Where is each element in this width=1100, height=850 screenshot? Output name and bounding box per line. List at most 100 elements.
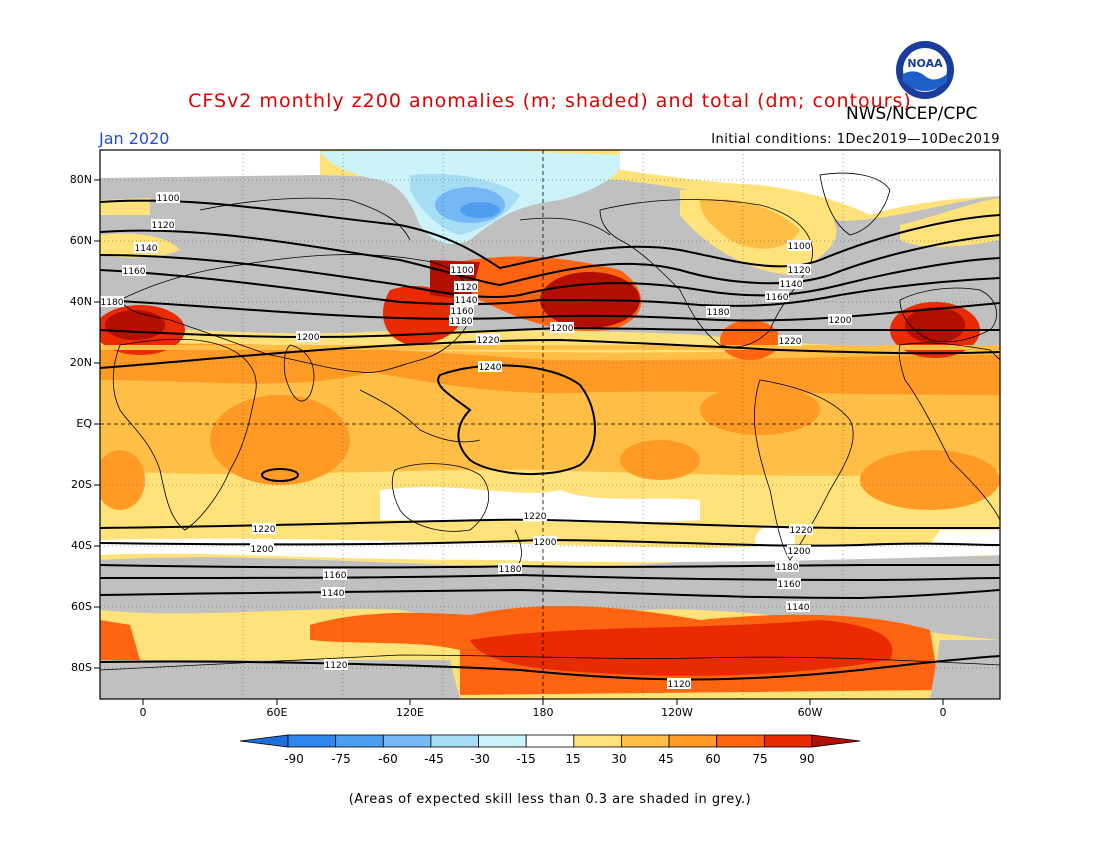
- colorbar-segment: [335, 734, 384, 748]
- contour-label: 1200: [533, 536, 557, 548]
- lat-label: 40S: [71, 539, 92, 552]
- svg-text:1140: 1140: [455, 296, 478, 306]
- contour-label: 1200: [828, 314, 852, 326]
- month-label: Jan 2020: [99, 129, 170, 148]
- svg-text:1200: 1200: [251, 545, 274, 555]
- contour-label: 1140: [134, 242, 158, 254]
- chart-title: CFSv2 monthly z200 anomalies (m; shaded)…: [188, 90, 912, 112]
- contour-label: 1160: [450, 305, 474, 317]
- anomaly-south-indian: [210, 395, 350, 485]
- svg-text:1160: 1160: [123, 267, 146, 277]
- colorbar-label: -60: [378, 752, 398, 766]
- contour-label: 1140: [779, 278, 803, 290]
- svg-text:1220: 1220: [477, 336, 500, 346]
- contour-label: 1140: [786, 601, 810, 613]
- lat-label: EQ: [76, 417, 92, 430]
- lon-label: 0: [939, 706, 947, 719]
- lat-label: 60S: [71, 600, 92, 613]
- svg-text:1140: 1140: [780, 280, 803, 290]
- contour-label: 1220: [252, 523, 276, 535]
- contour-label: 1100: [450, 264, 474, 276]
- colorbar-segment: [763, 734, 813, 748]
- svg-text:1180: 1180: [499, 565, 522, 575]
- colorbar-label: -30: [470, 752, 490, 766]
- contour-label: 1100: [787, 240, 811, 252]
- lon-label: 0: [139, 706, 147, 719]
- contour-label: 1120: [667, 678, 691, 690]
- svg-text:1100: 1100: [451, 266, 474, 276]
- contour-label: 1200: [250, 543, 274, 555]
- contour-label: 1200: [550, 322, 574, 334]
- svg-text:1120: 1120: [152, 221, 175, 231]
- lon-label: 120E: [396, 706, 424, 719]
- svg-text:1200: 1200: [788, 547, 811, 557]
- colorbar-segment: [382, 734, 432, 748]
- svg-text:1220: 1220: [779, 337, 802, 347]
- contour-label: 1200: [787, 545, 811, 557]
- contour-label: 1140: [321, 587, 345, 599]
- contour-label: 1120: [787, 264, 811, 276]
- contour-label: 1180: [449, 315, 473, 327]
- svg-text:1160: 1160: [766, 293, 789, 303]
- colorbar-segment: [239, 734, 289, 748]
- contour-label: 1160: [777, 578, 801, 590]
- contour-label: 1200: [296, 331, 320, 343]
- lat-label: 80S: [71, 661, 92, 674]
- colorbar-segment: [525, 734, 575, 748]
- footnote: (Areas of expected skill less than 0.3 a…: [348, 792, 752, 807]
- contour-label: 1160: [122, 265, 146, 277]
- svg-text:1200: 1200: [297, 333, 320, 343]
- colorbar-segment: [811, 734, 861, 748]
- contour-label: 1240: [478, 361, 502, 373]
- initial-conditions: Initial conditions: 1Dec2019—10Dec2019: [711, 132, 1000, 147]
- contour-label: 1220: [476, 334, 500, 346]
- svg-text:1200: 1200: [534, 538, 557, 548]
- contour-label: 1180: [100, 296, 124, 308]
- anomaly-band-north-orange: [100, 343, 1000, 395]
- colorbar-label: 15: [565, 752, 581, 766]
- svg-text:1140: 1140: [787, 603, 810, 613]
- colorbar-segment: [668, 734, 718, 748]
- colorbar-label: -90: [284, 752, 304, 766]
- lat-label: 40N: [69, 295, 92, 308]
- svg-text:1140: 1140: [135, 244, 158, 254]
- lon-label: 60E: [266, 706, 288, 719]
- contour-label: 1160: [323, 569, 347, 581]
- svg-text:1220: 1220: [790, 526, 813, 536]
- colorbar-label: -15: [516, 752, 536, 766]
- svg-text:1120: 1120: [668, 680, 691, 690]
- colorbar-label: 45: [658, 752, 674, 766]
- contour-label: 1220: [778, 335, 802, 347]
- colorbar-segment: [573, 734, 622, 748]
- contour-label: 1100: [156, 192, 180, 204]
- colorbar-segment: [430, 734, 479, 748]
- agency-label: NWS/NCEP/CPC: [846, 104, 978, 124]
- height-contours: [100, 199, 1000, 681]
- svg-text:1200: 1200: [551, 324, 574, 334]
- contour-label: 1120: [151, 219, 175, 231]
- colorbar-label: 60: [705, 752, 721, 766]
- colorbar-segment: [621, 734, 670, 748]
- lat-label: 60N: [69, 234, 92, 247]
- contour-label: 1180: [498, 563, 522, 575]
- contour-label: 1180: [775, 561, 799, 573]
- svg-text:1220: 1220: [524, 512, 547, 522]
- colorbar-label: -45: [424, 752, 444, 766]
- svg-text:1160: 1160: [324, 571, 347, 581]
- svg-text:1120: 1120: [455, 283, 478, 293]
- colorbar-label: 75: [752, 752, 768, 766]
- svg-text:1180: 1180: [776, 563, 799, 573]
- svg-text:1180: 1180: [101, 298, 124, 308]
- svg-text:1180: 1180: [450, 317, 473, 327]
- svg-text:1180: 1180: [707, 308, 730, 318]
- lon-label: 120W: [661, 706, 693, 719]
- lon-label: 60W: [797, 706, 823, 719]
- svg-text:1200: 1200: [829, 316, 852, 326]
- colorbar-segment: [716, 734, 765, 748]
- contour-label: 1220: [789, 524, 813, 536]
- contour-label: 1180: [706, 306, 730, 318]
- svg-text:1240: 1240: [479, 363, 502, 373]
- colorbar-segment: [478, 734, 527, 748]
